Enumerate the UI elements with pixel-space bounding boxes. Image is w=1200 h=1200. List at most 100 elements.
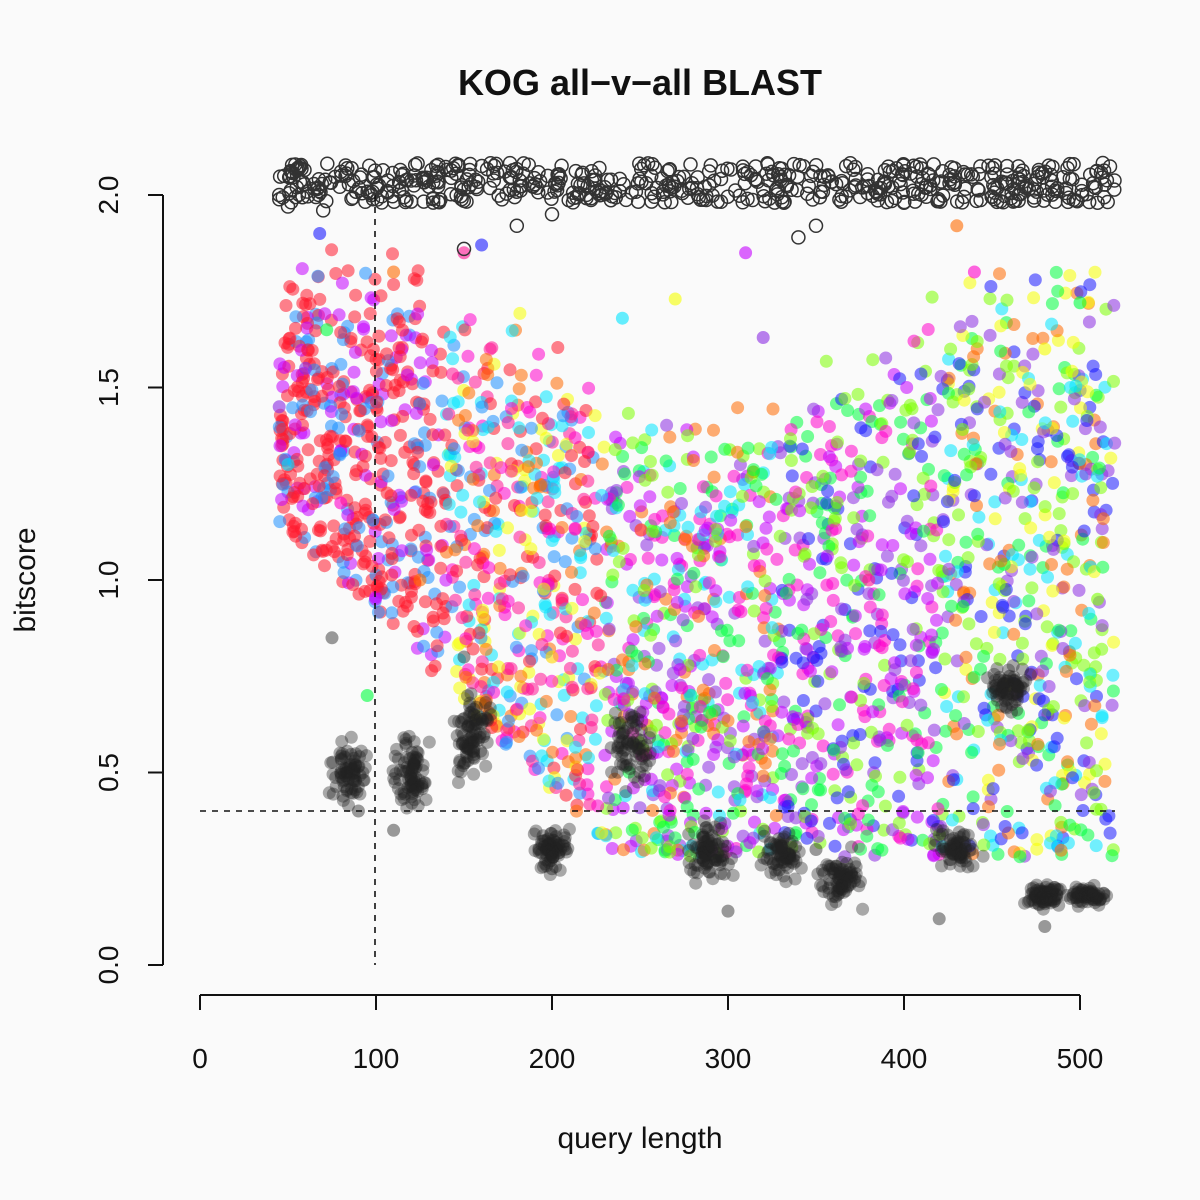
data-point xyxy=(896,805,910,818)
data-point xyxy=(994,319,1008,333)
data-point-low xyxy=(388,749,402,763)
data-point-low xyxy=(774,846,788,860)
data-point-low xyxy=(712,823,726,836)
data-point xyxy=(523,654,536,668)
data-point xyxy=(906,682,920,696)
data-point xyxy=(1074,285,1088,299)
data-point-low xyxy=(703,865,717,879)
data-point-low xyxy=(1033,887,1047,901)
data-point xyxy=(416,376,430,390)
data-point-low xyxy=(691,841,705,855)
data-point xyxy=(286,401,300,415)
data-point-low xyxy=(629,744,642,758)
data-point xyxy=(1069,379,1083,393)
data-point xyxy=(313,227,327,240)
data-point xyxy=(807,402,821,416)
data-point xyxy=(967,489,981,503)
data-point-open xyxy=(791,230,806,245)
data-point xyxy=(487,675,501,689)
data-point xyxy=(475,662,489,676)
data-point xyxy=(949,613,963,627)
data-point xyxy=(917,524,931,538)
data-point xyxy=(976,818,990,832)
data-point xyxy=(1026,332,1040,345)
data-point-low xyxy=(697,835,711,849)
data-point xyxy=(688,825,702,839)
data-point xyxy=(541,495,555,509)
data-point xyxy=(434,539,448,553)
data-point xyxy=(411,624,424,638)
data-point-low xyxy=(1083,881,1097,895)
data-point xyxy=(872,588,886,602)
data-point-open xyxy=(454,180,469,195)
data-point-low xyxy=(615,715,628,729)
data-point-low xyxy=(1092,887,1106,901)
data-point-low xyxy=(1090,891,1104,905)
data-point xyxy=(707,470,721,484)
data-point xyxy=(1087,786,1101,800)
data-point-low xyxy=(848,871,862,885)
data-point xyxy=(949,709,963,723)
data-point xyxy=(466,472,480,486)
data-point-low xyxy=(539,842,553,856)
data-point-open xyxy=(1038,164,1053,180)
data-point-low xyxy=(348,774,362,788)
data-point xyxy=(992,577,1006,591)
data-point-low xyxy=(845,840,859,854)
data-point xyxy=(738,686,752,700)
data-point-low xyxy=(467,751,481,765)
data-point xyxy=(591,638,605,652)
data-point-low xyxy=(778,858,792,872)
data-point xyxy=(385,568,399,582)
data-point-open xyxy=(425,195,441,210)
data-point-low xyxy=(1036,885,1050,898)
data-point xyxy=(673,482,687,495)
data-point xyxy=(599,611,613,625)
data-point xyxy=(702,760,716,774)
data-point xyxy=(638,657,652,671)
data-point-low xyxy=(339,762,353,776)
data-point-low xyxy=(1072,886,1086,899)
data-point xyxy=(659,454,673,468)
data-point-low xyxy=(811,867,825,881)
data-point xyxy=(736,489,749,503)
data-point-low xyxy=(953,842,967,856)
data-point-low xyxy=(335,752,349,766)
data-point xyxy=(1014,468,1027,482)
data-point-low xyxy=(1039,880,1053,894)
data-point-low xyxy=(400,801,414,815)
data-point xyxy=(1016,652,1030,666)
data-point xyxy=(749,479,763,493)
data-point-low xyxy=(621,735,634,749)
data-point-low xyxy=(959,842,972,856)
data-point xyxy=(1000,293,1014,307)
data-point-low xyxy=(764,836,778,850)
data-point-low xyxy=(460,741,474,755)
data-point-low xyxy=(781,851,795,865)
x-tick-label: 100 xyxy=(353,1043,400,1074)
data-point-open xyxy=(548,176,563,192)
data-point xyxy=(564,710,578,723)
data-point-low xyxy=(537,840,551,853)
data-point xyxy=(587,606,601,620)
data-point xyxy=(827,743,841,757)
data-point-low xyxy=(990,693,1004,707)
data-point xyxy=(1060,562,1074,576)
data-point xyxy=(709,534,723,548)
data-point-low xyxy=(776,832,790,846)
data-point-open xyxy=(592,160,607,176)
data-point-low xyxy=(1087,889,1101,903)
data-point xyxy=(805,480,819,493)
data-point xyxy=(501,714,515,728)
data-point xyxy=(665,679,679,692)
data-point xyxy=(602,622,616,636)
data-point xyxy=(841,785,855,799)
data-point xyxy=(988,495,1002,509)
data-point-low xyxy=(466,744,480,758)
data-point-low xyxy=(552,837,566,851)
data-point-low xyxy=(407,758,421,772)
data-point xyxy=(907,334,921,348)
data-point-low xyxy=(467,722,481,736)
data-point-low xyxy=(845,865,858,879)
data-point-low xyxy=(348,763,362,777)
